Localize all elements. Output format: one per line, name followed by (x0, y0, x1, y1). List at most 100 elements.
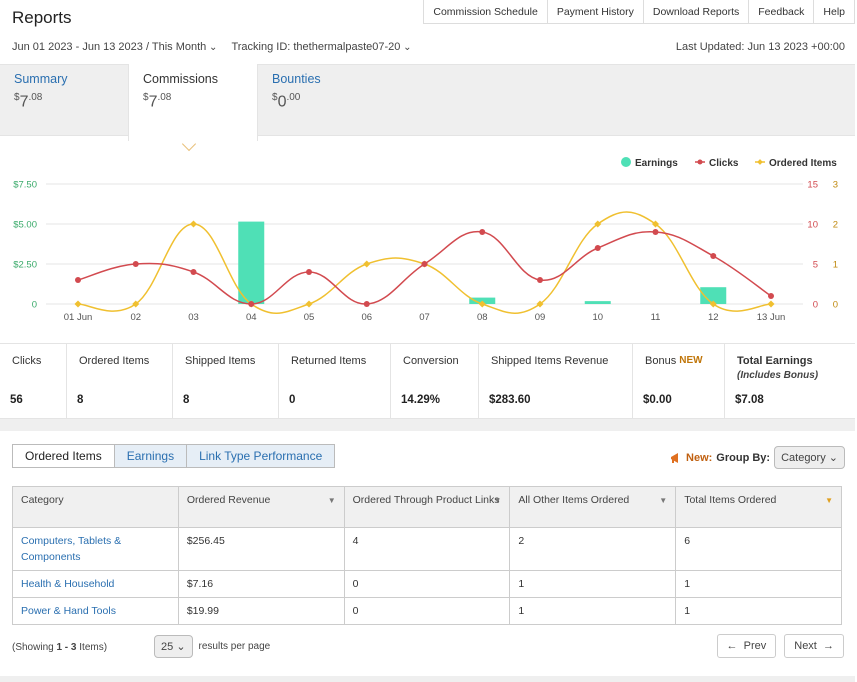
ordered-items-point (594, 220, 602, 228)
table-row: Health & Household $7.16 0 1 1 (12, 570, 842, 598)
y3-tick-label: 2 (833, 220, 838, 231)
y3-tick-label: 3 (833, 180, 838, 191)
clicks-point (479, 229, 486, 235)
new-label: New: (686, 451, 713, 464)
pagination: ← Prev Next → (716, 634, 844, 658)
tab-bounties[interactable]: Bounties $0.00 (258, 64, 335, 136)
ordered-items-point (536, 300, 544, 308)
tab-label: Bounties (272, 72, 321, 86)
stat-conversion: Conversion 14.29% (390, 344, 478, 418)
x-tick-label: 13 Jun (757, 312, 786, 323)
legend-items-marker (757, 159, 763, 165)
nav-feedback[interactable]: Feedback (748, 0, 813, 23)
legend-ordered-items: Ordered Items (769, 158, 837, 169)
top-nav: Commission Schedule Payment History Down… (423, 0, 855, 24)
y-tick-label: $5.00 (13, 220, 37, 231)
group-by-select[interactable]: Category ⌄ (774, 446, 845, 469)
y3-tick-label: 1 (833, 260, 838, 271)
clicks-point (306, 269, 312, 275)
tab-ordered-items[interactable]: Ordered Items (13, 445, 114, 467)
section-divider (0, 419, 855, 431)
nav-help[interactable]: Help (813, 0, 854, 23)
x-tick-label: 09 (535, 312, 546, 323)
tab-earnings[interactable]: Earnings (113, 445, 187, 467)
clicks-point (594, 245, 601, 251)
tab-amount: $7.08 (143, 92, 172, 111)
col-total-items[interactable]: Total Items Ordered ▼ (675, 486, 842, 528)
ordered-items-point (363, 260, 371, 268)
nav-payment-history[interactable]: Payment History (546, 0, 643, 23)
y-tick-label: 0 (32, 300, 37, 311)
legend-clicks: Clicks (709, 158, 739, 169)
tracking-id-dropdown[interactable]: Tracking ID: thethermalpaste07-20 (231, 41, 411, 53)
cell-product-links: 0 (343, 570, 511, 598)
legend-earnings: Earnings (635, 158, 678, 169)
sort-icon: ▼ (493, 496, 502, 505)
clicks-point (132, 261, 139, 267)
x-tick-label: 03 (188, 312, 199, 323)
tab-label: Commissions (143, 72, 219, 86)
x-tick-label: 08 (477, 312, 488, 323)
tab-commissions[interactable]: Commissions $7.08 (128, 64, 258, 141)
legend-earnings-marker (621, 157, 631, 167)
stats-bar: Clicks 56 Ordered Items 8 Shipped Items 8 R… (0, 343, 855, 419)
y3-tick-label: 0 (833, 300, 838, 311)
next-button[interactable]: Next → (784, 634, 844, 658)
ordered-items-point (132, 300, 140, 308)
clicks-point (710, 253, 717, 259)
tab-summary[interactable]: Summary $7.08 (0, 64, 81, 136)
x-tick-label: 10 (592, 312, 603, 323)
ordered-items-point (651, 220, 660, 228)
showing-count: (Showing 1 - 3 Items) (12, 642, 108, 653)
new-badge: NEW (679, 355, 703, 366)
footer-divider (0, 676, 855, 682)
per-page: 25 ⌄ results per page (154, 635, 270, 658)
ordered-items-point (305, 300, 313, 308)
ordered-items-point (478, 300, 486, 308)
tab-link-type-performance[interactable]: Link Type Performance (186, 445, 335, 467)
date-range-dropdown[interactable]: Jun 01 2023 - Jun 13 2023 / This Month (12, 41, 217, 53)
x-tick-label: 06 (361, 312, 372, 323)
sort-active-icon: ▼ (825, 496, 833, 505)
table-row: Computers, Tablets & Components $256.45 … (12, 527, 842, 571)
earnings-bar (238, 221, 265, 304)
prev-button[interactable]: ← Prev (716, 634, 777, 658)
cell-product-links: 0 (343, 597, 511, 625)
x-tick-label: 12 (708, 312, 719, 323)
col-ordered-revenue[interactable]: Ordered Revenue ▼ (177, 486, 345, 528)
x-tick-label: 11 (651, 312, 661, 323)
nav-download-reports[interactable]: Download Reports (642, 0, 748, 23)
chevron-down-icon: ⌄ (176, 641, 186, 653)
sort-icon: ▼ (327, 496, 336, 505)
x-tick-label: 04 (246, 312, 257, 323)
cell-other-items: 2 (509, 527, 677, 571)
ordered-items-point (189, 220, 198, 228)
category-link[interactable]: Computers, Tablets & Components (12, 527, 179, 571)
stat-bonus: Bonus NEW $0.00 (632, 344, 724, 418)
clicks-point (190, 269, 197, 275)
cell-other-items: 1 (509, 597, 677, 625)
category-link[interactable]: Power & Hand Tools (12, 597, 179, 625)
clicks-point (248, 301, 255, 307)
nav-commission-schedule[interactable]: Commission Schedule (433, 6, 538, 18)
earnings-chart: $7.50 15 3$5.00 10 2$2.50 5 10 0 001 Jun 02 03 04 05… (13, 157, 838, 323)
arrow-right-icon: → (823, 640, 834, 652)
col-category[interactable]: Category (12, 486, 179, 528)
clicks-line (77, 231, 772, 305)
chevron-down-icon: ⌄ (828, 452, 838, 464)
x-tick-label: 01 Jun (64, 312, 93, 323)
ordered-items-point (74, 300, 82, 308)
col-other-items[interactable]: All Other Items Ordered ▼ (509, 486, 677, 528)
per-page-select[interactable]: 25 ⌄ (154, 635, 193, 658)
x-tick-label: 05 (304, 312, 315, 323)
category-link[interactable]: Health & Household (12, 570, 179, 598)
stat-total-earnings: Total Earnings (Includes Bonus) $7.08 (724, 344, 855, 418)
legend-clicks-marker (697, 159, 703, 165)
stat-shipped-revenue: Shipped Items Revenue $283.60 (478, 344, 632, 418)
col-product-links[interactable]: Ordered Through Product Links ▼ (343, 486, 511, 528)
clicks-point (421, 261, 428, 267)
table-row: Power & Hand Tools $19.99 0 1 1 (12, 597, 842, 625)
y2-tick-label: 0 (813, 300, 818, 311)
cell-total-items: 1 (675, 597, 842, 625)
stat-ordered-items: Ordered Items 8 (66, 344, 172, 418)
